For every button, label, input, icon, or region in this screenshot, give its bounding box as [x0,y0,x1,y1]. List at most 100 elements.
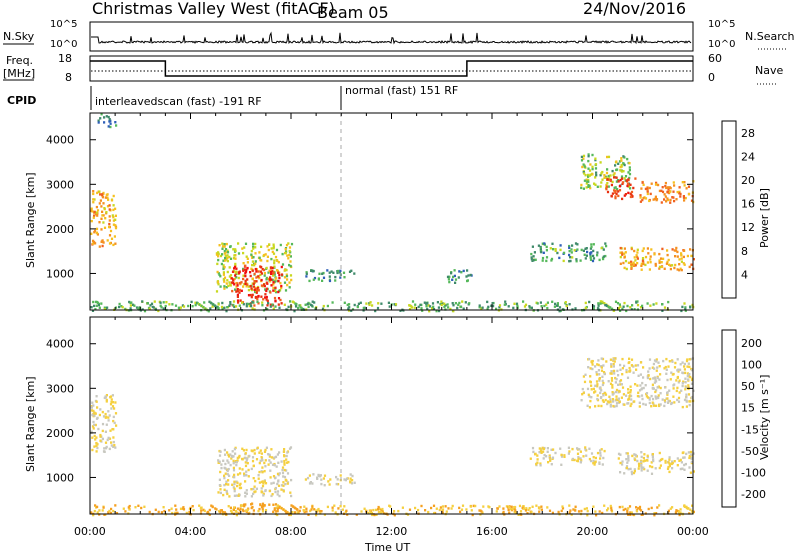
data-cell-0-11 [289,300,292,303]
data-cell-0-4 [326,269,329,272]
data-cell-0-7 [587,153,590,156]
data-cell-0-11 [423,301,426,304]
data-cell-0-7 [614,186,617,189]
data-cell-1-7 [320,510,323,513]
data-cell-0-8 [614,191,617,194]
data-cell-0-11 [617,307,620,310]
data-cell-0-0 [108,208,111,211]
data-cell-1-7 [678,513,681,517]
data-cell-0-3 [236,299,240,302]
velocity-colorbar-label: Velocity [m s⁻¹] [758,375,771,460]
data-cell-1-1 [282,481,285,484]
data-cell-0-2 [284,251,287,255]
data-cell-0-10 [683,263,686,266]
data-cell-0-0 [99,199,102,202]
data-cell-0-11 [374,309,377,313]
data-cell-0-3 [244,274,247,278]
data-cell-0-6 [602,255,605,258]
data-cell-0-6 [589,247,592,250]
data-cell-1-0 [111,405,115,408]
data-cell-1-5 [678,391,681,394]
data-cell-1-7 [326,505,329,509]
data-cell-1-7 [424,509,427,512]
data-cell-0-3 [246,278,249,281]
data-cell-1-5 [656,386,659,389]
data-cell-1-1 [231,455,234,458]
data-cell-0-10 [686,254,689,258]
data-cell-0-11 [440,303,443,307]
data-cell-1-7 [389,505,392,508]
data-cell-0-11 [247,302,250,306]
data-cell-1-6 [642,456,645,460]
data-cell-1-0 [110,400,113,404]
data-cell-1-7 [510,505,513,508]
data-cell-1-7 [518,504,522,508]
data-cell-0-10 [633,256,636,259]
data-cell-0-2 [252,256,255,259]
data-cell-0-0 [92,201,95,204]
data-cell-1-7 [341,508,344,511]
data-cell-1-7 [337,507,340,510]
data-cell-0-2 [287,242,290,245]
data-cell-0-2 [223,285,226,288]
data-cell-1-1 [228,495,231,498]
data-cell-1-5 [677,381,680,384]
data-cell-0-11 [413,306,416,309]
data-cell-0-11 [431,307,434,310]
data-cell-0-11 [209,307,212,310]
data-cell-0-11 [129,304,132,307]
data-cell-0-6 [589,256,592,259]
data-cell-1-6 [654,467,657,470]
data-cell-0-11 [436,301,439,304]
data-cell-1-5 [595,373,598,376]
data-cell-0-0 [114,218,117,221]
data-cell-0-2 [258,256,261,259]
data-cell-0-7 [620,159,623,162]
data-cell-0-11 [667,300,670,304]
data-cell-1-7 [610,506,613,509]
data-cell-0-10 [658,252,661,256]
data-cell-0-11 [287,305,290,309]
data-cell-1-6 [682,451,685,454]
data-cell-1-5 [687,387,690,391]
data-cell-1-5 [664,386,667,389]
data-cell-1-5 [686,358,689,361]
data-cell-0-9 [644,187,647,191]
data-cell-1-5 [683,362,686,366]
data-cell-0-11 [588,300,591,304]
data-cell-0-3 [233,283,236,286]
data-cell-0-11 [97,303,100,307]
data-cell-1-7 [299,506,302,509]
data-cell-0-8 [626,184,629,188]
data-cell-1-7 [629,513,632,516]
data-cell-0-2 [290,278,293,282]
data-cell-1-5 [640,388,643,391]
nave-right-tick-top: 60 [708,52,722,65]
data-cell-0-11 [460,305,463,309]
data-cell-0-6 [563,251,566,255]
data-cell-1-1 [276,472,280,476]
data-cell-1-5 [610,377,613,380]
data-cell-1-7 [420,504,423,508]
data-cell-1-0 [99,435,102,438]
data-cell-1-6 [682,456,685,459]
data-cell-0-9 [661,186,664,189]
data-cell-0-11 [98,306,101,309]
data-cell-0-11 [623,301,626,305]
data-cell-1-1 [243,472,246,475]
data-cell-0-2 [260,245,263,248]
data-cell-0-10 [661,247,664,251]
data-cell-1-1 [258,461,261,465]
data-cell-1-7 [519,510,523,513]
data-cell-0-3 [249,293,252,297]
data-cell-1-1 [253,452,256,455]
data-cell-1-7 [521,506,524,509]
data-cell-0-2 [237,242,240,245]
data-cell-1-6 [664,461,667,464]
data-cell-1-1 [250,488,253,491]
data-cell-1-6 [621,463,624,466]
data-cell-0-9 [639,194,642,197]
x-tick-label: 04:00 [175,525,207,538]
data-cell-1-5 [674,361,677,365]
data-cell-0-3 [264,296,267,299]
